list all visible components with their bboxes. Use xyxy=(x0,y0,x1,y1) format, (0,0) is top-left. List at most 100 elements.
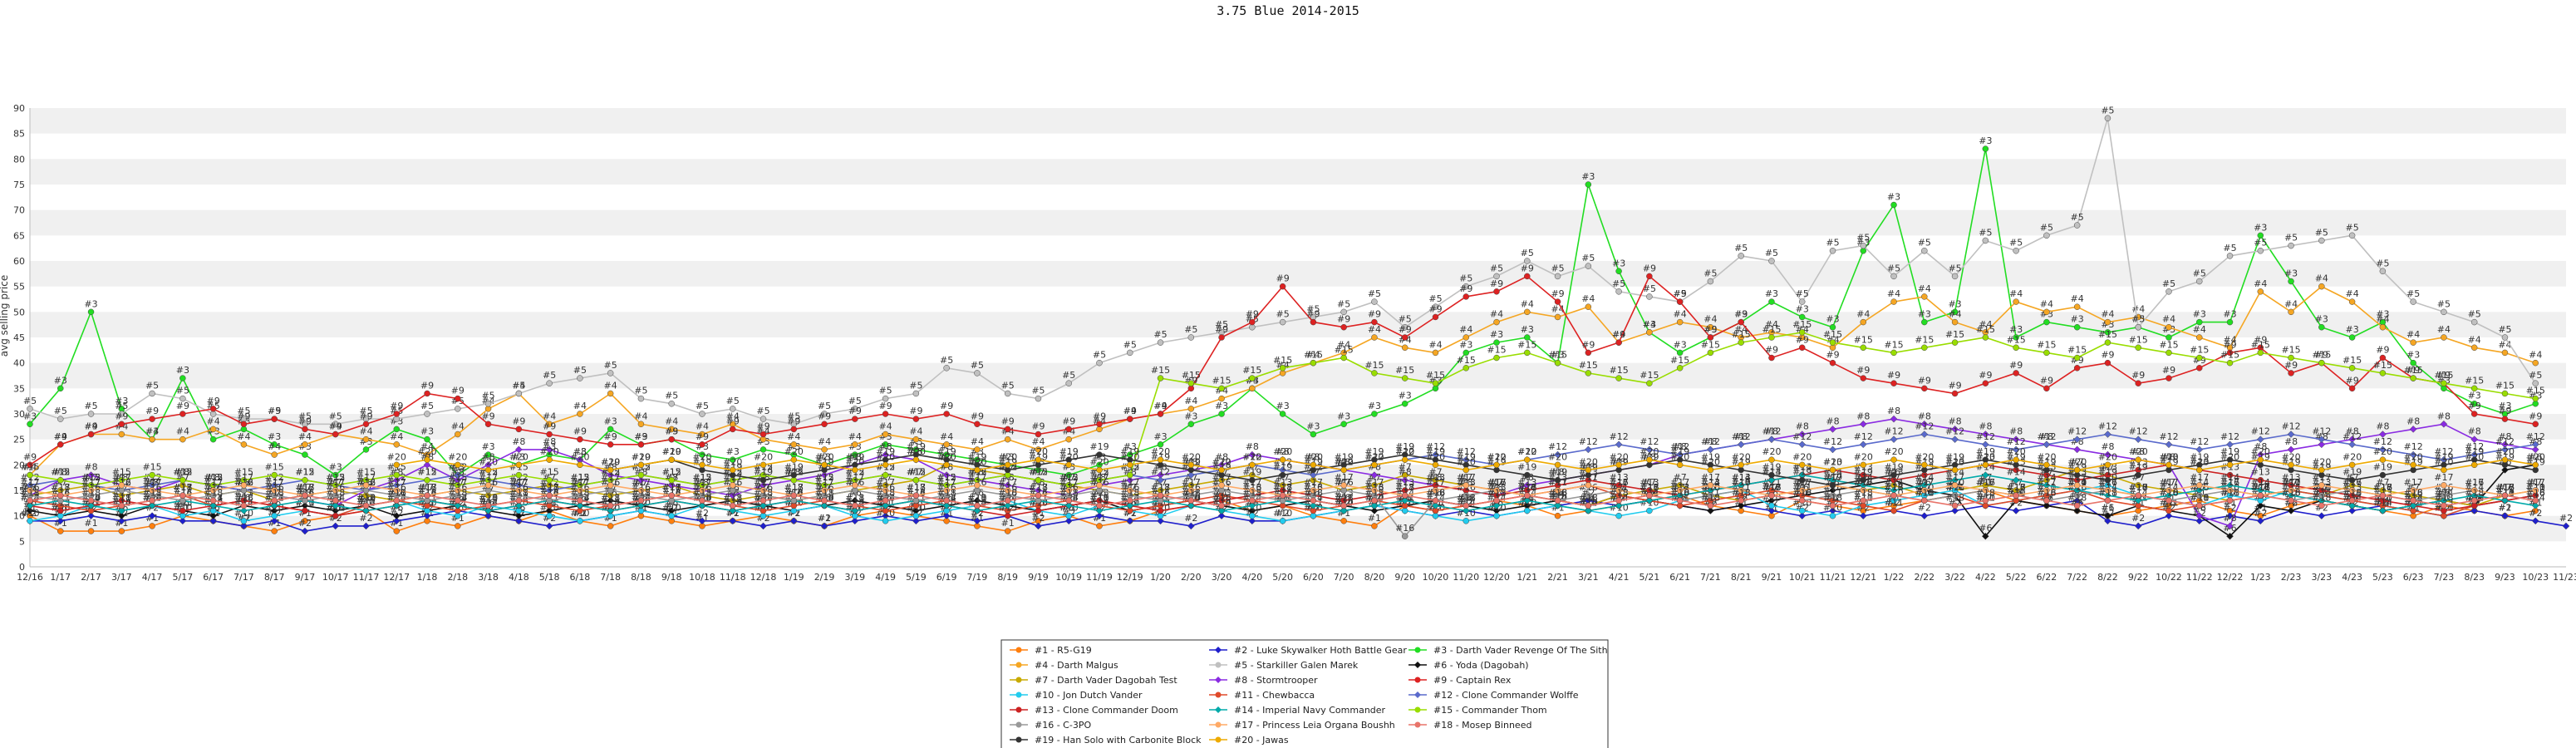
data-point xyxy=(2318,237,2325,244)
data-label: #9 xyxy=(512,416,525,426)
data-label: #4 xyxy=(1153,401,1167,411)
data-label: #3 xyxy=(1184,411,1197,421)
data-label: #12 xyxy=(2404,441,2423,452)
data-label: #15 xyxy=(2251,339,2270,350)
data-point xyxy=(1676,349,1684,357)
data-label: #5 xyxy=(1490,263,1503,273)
data-label: #12 xyxy=(2251,426,2270,437)
data-label: #9 xyxy=(909,406,922,416)
data-label: #4 xyxy=(818,436,831,447)
data-point xyxy=(1187,497,1195,504)
data-label: #15 xyxy=(1517,339,1536,350)
data-label: #17 xyxy=(509,477,528,488)
x-tick-label: 7/21 xyxy=(1700,572,1721,583)
data-point xyxy=(1432,497,1439,504)
data-label: #5 xyxy=(2101,105,2114,116)
data-label: #3 xyxy=(115,396,128,406)
data-label: #9 xyxy=(237,411,250,421)
data-point xyxy=(1890,298,1897,305)
data-label: #19 xyxy=(1242,467,1261,478)
data-point xyxy=(87,528,95,534)
data-label: #4 xyxy=(971,436,984,447)
data-point xyxy=(240,502,248,509)
data-point xyxy=(1340,502,1347,509)
data-point xyxy=(2195,466,2203,474)
data-label: #12 xyxy=(2037,431,2056,442)
data-label: #15 xyxy=(1212,375,1231,386)
data-point xyxy=(2318,512,2326,520)
data-label: #4 xyxy=(2040,298,2053,309)
data-point xyxy=(1157,441,1164,448)
data-label: #15 xyxy=(1579,360,1598,371)
data-point xyxy=(1524,492,1531,499)
data-label: #4 xyxy=(2468,334,2481,345)
data-label: #20 xyxy=(2037,451,2056,462)
data-label: #8 xyxy=(54,467,67,478)
data-label: #17 xyxy=(998,477,1017,488)
data-label: #20 xyxy=(2190,456,2209,467)
data-point xyxy=(546,431,553,438)
data-point xyxy=(1921,344,1928,352)
data-point xyxy=(1432,461,1439,469)
data-point xyxy=(2410,339,2416,346)
data-point xyxy=(240,518,248,524)
data-label: #8 xyxy=(2223,513,2236,524)
data-point xyxy=(668,512,675,519)
data-label: #4 xyxy=(634,411,647,421)
data-point xyxy=(424,456,430,463)
data-point xyxy=(1585,482,1592,489)
data-point xyxy=(1768,456,1775,463)
data-point xyxy=(1004,512,1011,519)
data-point xyxy=(1859,512,1867,520)
data-point xyxy=(2379,370,2387,376)
data-point xyxy=(332,522,340,530)
data-label: #15 xyxy=(265,462,284,473)
data-point xyxy=(1798,313,1806,321)
x-tick-label: 3/22 xyxy=(1944,572,1965,583)
data-label: #15 xyxy=(539,467,558,478)
data-label: #12 xyxy=(2342,431,2362,442)
data-label: #5 xyxy=(1062,370,1075,381)
data-label: #20 xyxy=(1823,456,1842,467)
data-point xyxy=(1676,461,1684,469)
series-n5: #5 #5 #5 #5 #5 #5 #5 #5 #5 #5 #5 #5 #5 #5 #5 #5 #5 #5 #5 #5… xyxy=(23,105,2542,428)
x-tick-label: 10/19 xyxy=(1055,572,1082,583)
data-point xyxy=(1493,288,1500,295)
data-point xyxy=(1157,456,1164,463)
data-point xyxy=(179,436,186,443)
data-label: #18 xyxy=(2220,487,2239,498)
data-point xyxy=(2073,502,2081,509)
data-label: #3 xyxy=(1796,303,1809,314)
data-point xyxy=(1524,334,1531,341)
data-point xyxy=(2348,298,2356,305)
data-label: #5 xyxy=(2162,278,2175,289)
data-point xyxy=(974,421,981,428)
data-point xyxy=(2441,466,2447,474)
data-label: #15 xyxy=(1395,365,1414,376)
data-point xyxy=(912,390,920,397)
data-label: #5 xyxy=(1001,380,1015,391)
data-label: #8 xyxy=(84,462,97,473)
data-point xyxy=(514,512,523,520)
data-label: #3 xyxy=(1551,350,1564,361)
data-point xyxy=(760,476,767,484)
data-point xyxy=(2288,497,2294,504)
data-label: #5 xyxy=(145,380,159,391)
data-label: #14 xyxy=(2373,498,2392,509)
legend-label: #17 - Princess Leia Organa Boushh xyxy=(1234,720,1395,731)
x-tick-label: 5/19 xyxy=(906,572,927,583)
data-point xyxy=(27,461,33,469)
data-point xyxy=(699,451,705,458)
data-label: #8 xyxy=(1306,451,1320,462)
y-tick-label: 10 xyxy=(13,511,25,522)
x-tick-label: 7/20 xyxy=(1334,572,1354,583)
data-label: #8 xyxy=(2345,426,2358,437)
data-label: #4 xyxy=(2529,350,2542,361)
data-label: #5 xyxy=(1948,263,1961,273)
data-label: #12 xyxy=(1945,426,1964,437)
data-label: #4 xyxy=(1948,309,1961,320)
data-point xyxy=(2195,365,2203,372)
x-tick-label: 8/23 xyxy=(2464,572,2485,583)
data-point xyxy=(729,482,736,489)
data-point xyxy=(2073,354,2081,362)
